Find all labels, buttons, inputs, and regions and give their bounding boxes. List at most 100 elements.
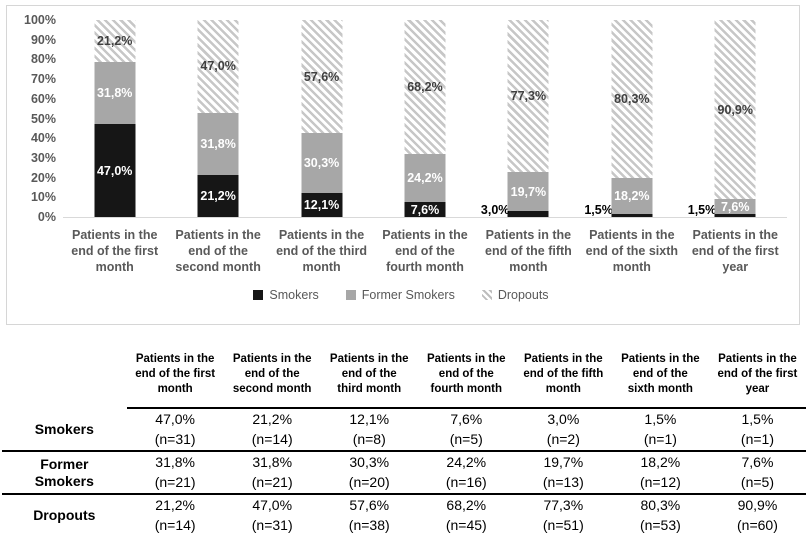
y-axis-tick: 50%: [30, 111, 56, 126]
bar-segment-dropouts: 68,2%: [404, 20, 446, 155]
category-label: Patients in the end of the sixth month: [585, 228, 678, 274]
bar-segment-dropouts: 77,3%: [507, 20, 549, 173]
y-axis-tick: 80%: [30, 52, 56, 67]
table-cell: 19,7% (n=13): [514, 451, 612, 495]
table-cell: 24,2% (n=16): [417, 451, 515, 495]
data-label: 21,2%: [200, 189, 236, 204]
data-label: 24,2%: [407, 171, 443, 186]
table-cell: 31,8% (n=21): [223, 451, 321, 495]
category-label: Patients in the end of the first month: [71, 228, 159, 274]
chart-legend: Smokers Former Smokers Dropouts: [15, 288, 787, 302]
table-row-header: Former Smokers: [2, 451, 127, 495]
bar-segment-dropouts: 90,9%: [714, 20, 756, 200]
table-column-header: Patients in the end of the first month: [126, 341, 224, 409]
category-label: Patients in the end of the fifth month: [485, 228, 572, 274]
data-label-outside: 3,0%: [480, 203, 510, 217]
legend-swatch-icon: [253, 290, 264, 300]
bar-segment-former-smokers: 7,6%: [714, 199, 756, 215]
data-label: 19,7%: [510, 184, 547, 199]
data-label: 77,3%: [510, 89, 547, 104]
y-axis-tick: 100%: [24, 13, 56, 27]
data-label: 80,3%: [614, 92, 650, 107]
bar-segment-dropouts: 47,0%: [197, 20, 239, 113]
legend-item-smokers: Smokers: [253, 288, 319, 302]
table-column-header: Patients in the end of the third month: [320, 341, 418, 409]
bar-column: 47,0% 31,8% 21,2%: [63, 20, 166, 217]
data-label-outside: 1,5%: [584, 203, 613, 217]
data-label: 57,6%: [303, 69, 340, 84]
table-cell: 21,2% (n=14): [126, 494, 224, 536]
bar-segment-former-smokers: 31,8%: [197, 112, 239, 176]
y-axis-tick: 20%: [30, 170, 56, 185]
table-column-header: Patients in the end of the first year: [708, 341, 806, 409]
category-label: Patients in the end of the third month: [276, 228, 368, 274]
table-cell: 3,0% (n=2): [514, 408, 612, 452]
table-cell: 7,6% (n=5): [708, 451, 806, 495]
table-corner-cell: [2, 341, 127, 408]
table-column-header: Patients in the end of the sixth month: [611, 341, 709, 409]
bar-segment-smokers: [611, 214, 653, 217]
bar-segment-former-smokers: 18,2%: [611, 178, 653, 215]
data-label-outside: 1,5%: [687, 203, 717, 217]
bar-segment-former-smokers: 24,2%: [404, 154, 446, 203]
table-cell: 80,3% (n=53): [611, 494, 709, 536]
bar-segment-dropouts: 21,2%: [94, 20, 136, 62]
bar-segment-smokers: [507, 211, 549, 217]
y-axis: 100% 90% 80% 70% 60% 50% 40% 30% 20% 10% 0%: [15, 13, 63, 224]
legend-label: Former Smokers: [361, 288, 455, 302]
bar-segment-smokers: [714, 214, 756, 217]
y-axis-tick: 0%: [37, 210, 56, 224]
table-cell: 90,9% (n=60): [708, 494, 806, 536]
bar-segment-smokers: 7,6%: [404, 202, 446, 217]
bar-segment-smokers: 47,0%: [94, 124, 136, 217]
results-table: Patients in the end of the first month Pa…: [2, 341, 806, 536]
bar-segment-former-smokers: 19,7%: [507, 172, 549, 212]
legend-item-former-smokers: Former Smokers: [345, 288, 455, 302]
data-label: 47,0%: [96, 163, 133, 178]
table-row-header: Dropouts: [2, 494, 127, 536]
y-axis-tick: 30%: [30, 150, 56, 165]
data-label: 90,9%: [717, 102, 753, 117]
table-column-header: Patients in the end of the fifth month: [514, 341, 612, 409]
table-cell: 77,3% (n=51): [514, 494, 612, 536]
table-cell: 1,5% (n=1): [611, 408, 709, 452]
table-cell: 21,2% (n=14): [223, 408, 321, 452]
y-axis-tick: 60%: [30, 91, 56, 106]
category-label: Patients in the end of the second month: [175, 228, 261, 274]
table-row: Dropouts 21,2% (n=14) 47,0% (n=31) 57,6% (n…: [2, 494, 806, 536]
bar-segment-dropouts: 80,3%: [611, 20, 653, 179]
bar-column: 3,0% 19,7% 77,3%: [477, 20, 580, 217]
bar-column: 12,1% 30,3% 57,6%: [270, 20, 373, 217]
y-axis-tick: 90%: [30, 32, 56, 47]
table-cell: 7,6% (n=5): [417, 408, 515, 452]
table-row: Former Smokers 31,8% (n=21) 31,8% (n=21) 30…: [2, 451, 806, 495]
table-cell: 47,0% (n=31): [126, 408, 224, 452]
plot-area: 47,0% 31,8% 21,2% 21,2% 31,8% 47,0% 12,1% 30,3%…: [63, 20, 787, 218]
table-column-header: Patients in the end of the second month: [223, 341, 321, 409]
data-label: 7,6%: [410, 202, 440, 217]
bar-segment-former-smokers: 31,8%: [94, 61, 136, 125]
chart-panel: 100% 90% 80% 70% 60% 50% 40% 30% 20% 10% 0% 47,0% 3…: [6, 5, 800, 325]
table-cell: 1,5% (n=1): [708, 408, 806, 452]
legend-swatch-icon: [481, 290, 492, 300]
bar-segment-former-smokers: 30,3%: [301, 133, 343, 194]
bar-column: 1,5% 18,2% 80,3%: [580, 20, 683, 217]
bar-column: 21,2% 31,8% 47,0%: [166, 20, 269, 217]
data-label: 7,6%: [720, 199, 750, 214]
table-cell: 31,8% (n=21): [126, 451, 224, 495]
legend-item-dropouts: Dropouts: [481, 288, 549, 302]
data-label: 18,2%: [614, 189, 650, 204]
table-cell: 30,3% (n=20): [320, 451, 418, 495]
bar-segment-smokers: 21,2%: [197, 175, 239, 217]
bar-column: 7,6% 24,2% 68,2%: [373, 20, 476, 217]
table-cell: 18,2% (n=12): [611, 451, 709, 495]
y-axis-tick: 10%: [30, 190, 56, 205]
data-label: 31,8%: [96, 86, 133, 101]
data-label: 12,1%: [303, 198, 340, 213]
table-column-header: Patients in the end of the fourth month: [417, 341, 515, 409]
data-label: 31,8%: [200, 136, 236, 151]
y-axis-tick: 70%: [30, 72, 56, 87]
data-label: 68,2%: [407, 80, 443, 95]
table-cell: 47,0% (n=31): [223, 494, 321, 536]
x-axis-labels: Patients in the end of the first month Pa…: [63, 227, 787, 275]
